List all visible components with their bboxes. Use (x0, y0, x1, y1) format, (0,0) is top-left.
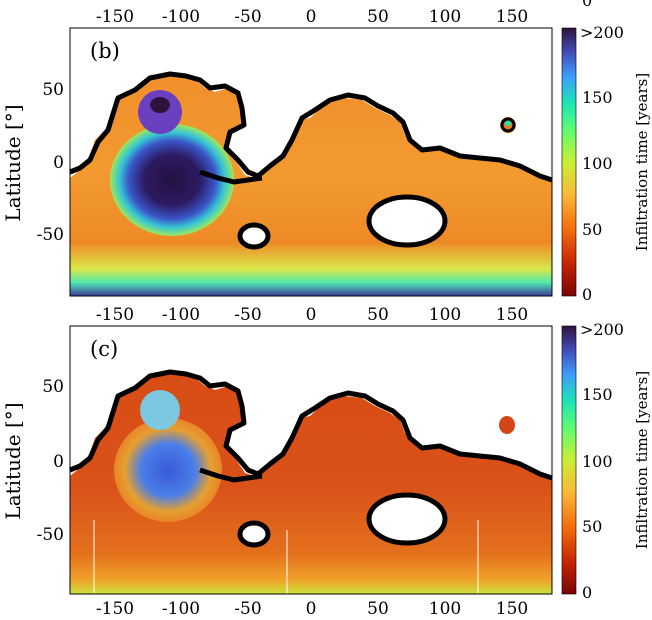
panel-b-label: (b) (90, 39, 120, 63)
panel-c-argyre-contour (237, 520, 271, 548)
panel-b-colorbar-frame (561, 27, 577, 297)
panel-b-cbar-tick-1: 50 (582, 220, 602, 239)
panel-b-y-ticks: 50 0 -50 (37, 80, 64, 245)
panel-c-xtick-top-5: 100 (429, 305, 461, 325)
panel-c-y-ticks: 50 0 -50 (37, 377, 64, 545)
panel-b-colorbar-ticks: 0 50 100 150 >200 (580, 23, 624, 304)
panel-b-elysium-core (505, 120, 511, 126)
panel-b-heatmap (70, 28, 552, 296)
panel-c-cbar-tick-3: 150 (582, 385, 613, 404)
panel-c-hellas-mask (367, 493, 447, 545)
panel-c-hellas-contour (366, 492, 448, 546)
panel-b-dichotomy-contour (69, 71, 553, 183)
panel-c-colorbar (562, 326, 576, 594)
panel-b-contours (69, 71, 553, 250)
panel-c-cbar-tick-4: >200 (580, 320, 624, 339)
panel-c-xtick-top-3: 0 (306, 305, 317, 325)
panel-c-northern-mask (70, 326, 552, 476)
panel-b: (b) -150 -100 -50 0 50 100 150 50 0 -50 … (1, 0, 651, 304)
panel-b-olympus-core (150, 97, 170, 113)
panel-b-hellas-mask (367, 195, 447, 247)
panel-b-ytick-2: -50 (37, 225, 64, 245)
panel-b-colorbar-label: Infiltration time [years] (633, 73, 651, 251)
panel-c-xtick-bottom-2: -50 (234, 599, 261, 619)
panel-c-xtick-bottom-3: 0 (306, 599, 317, 619)
panel-c-xtick-top-4: 50 (367, 305, 389, 325)
panel-b-colorbar (562, 28, 576, 296)
panel-c-colorbar-label: Infiltration time [years] (633, 371, 651, 549)
panel-b-xtick-0: -150 (96, 7, 134, 27)
panel-c-xtick-bottom-0: -150 (96, 599, 134, 619)
panel-b-tharsis-region (110, 124, 234, 236)
panel-b-xtick-6: 150 (496, 7, 528, 27)
panel-c-ytick-0: 50 (42, 377, 64, 397)
panel-c-tharsis-region (114, 418, 222, 522)
panel-c-xtick-top-1: -100 (162, 305, 200, 325)
panel-c-cbar-tick-2: 100 (582, 452, 613, 471)
panel-b-hellas-contour (366, 194, 448, 248)
panel-b-ylabel: Latitude [°] (1, 104, 25, 221)
panel-c-heatmap (70, 326, 552, 594)
panel-b-xtick-5: 100 (429, 7, 461, 27)
panel-b-argyre-contour (237, 222, 271, 250)
panel-c-colorbar-frame (561, 325, 577, 595)
panel-c-xtick-bottom-4: 50 (367, 599, 389, 619)
panel-b-ytick-0: 50 (42, 80, 64, 100)
panel-c-xtick-top-0: -150 (96, 305, 134, 325)
panel-c-dichotomy-contour (69, 369, 553, 481)
panel-c-contours (69, 369, 553, 548)
panel-b-x-top-ticks: -150 -100 -50 0 50 100 150 (96, 7, 528, 27)
panel-b-xtick-4: 50 (367, 7, 389, 27)
panel-c: (c) -150 -100 -50 0 50 100 150 -150 -100… (1, 305, 651, 619)
panel-c-x-bottom-ticks: -150 -100 -50 0 50 100 150 (96, 599, 528, 619)
panel-b-northern-mask (70, 28, 552, 180)
panel-c-xtick-bottom-1: -100 (162, 599, 200, 619)
panel-b-elysium-contour (500, 117, 516, 133)
panel-c-cbar-tick-0: 0 (582, 583, 592, 602)
panel-c-xtick-bottom-6: 150 (496, 599, 528, 619)
panel-b-cbar-tick-4: >200 (580, 23, 624, 42)
panel-c-xtick-top-2: -50 (234, 305, 261, 325)
panel-c-x-top-ticks: -150 -100 -50 0 50 100 150 (96, 305, 528, 325)
panel-c-inner-contour (199, 467, 263, 483)
panel-b-frame (69, 27, 553, 297)
panel-c-ytick-1: 0 (53, 452, 64, 472)
panel-b-xtick-2: -50 (234, 7, 261, 27)
panel-c-ylabel: Latitude [°] (1, 402, 25, 519)
panel-c-olympus-region (140, 390, 180, 430)
panel-c-cbar-tick-1: 50 (582, 517, 602, 536)
panel-b-cbar-tick-0: 0 (582, 285, 592, 304)
panel-b-xtick-3: 0 (306, 7, 317, 27)
panel-b-xtick-1: -100 (162, 7, 200, 27)
panel-c-ytick-2: -50 (37, 525, 64, 545)
panel-c-label: (c) (90, 337, 118, 361)
panel-c-xtick-top-6: 150 (496, 305, 528, 325)
panel-b-ytick-1: 0 (53, 153, 64, 173)
panel-c-colorbar-ticks: 0 50 100 150 >200 (580, 320, 624, 602)
panel-b-inner-contour (199, 169, 263, 185)
panel-b-cbar-tick-2: 100 (582, 154, 613, 173)
panel-a-cut-cbar-tick: 0 (582, 0, 592, 10)
panel-c-xtick-bottom-5: 100 (429, 599, 461, 619)
panel-c-elysium-region (499, 416, 515, 434)
panel-c-frame (69, 325, 553, 595)
panel-b-cbar-tick-3: 150 (582, 88, 613, 107)
